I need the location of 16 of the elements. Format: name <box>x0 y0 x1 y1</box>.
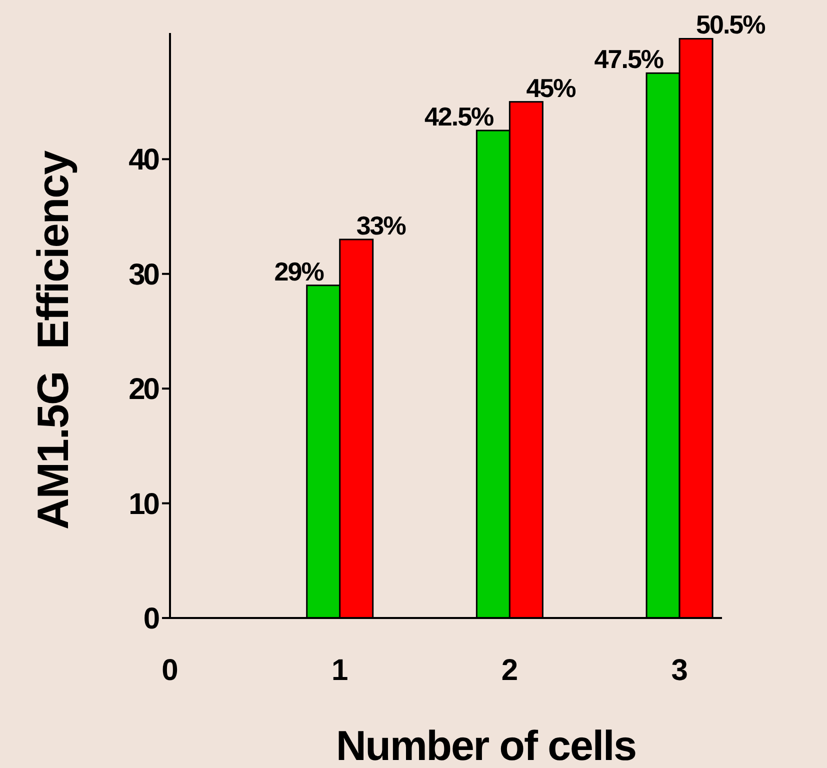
data-label: 42.5% <box>424 102 494 132</box>
x-tick-label: 2 <box>501 654 518 687</box>
data-label: 29% <box>274 256 324 286</box>
y-tick-label: 10 <box>128 488 160 521</box>
data-label: 33% <box>356 210 406 240</box>
y-tick-label: 40 <box>128 144 160 177</box>
y-tick-label: 20 <box>128 373 160 406</box>
data-label: 47.5% <box>594 44 664 74</box>
x-tick-label: 3 <box>671 654 688 687</box>
x-tick-label: 1 <box>332 654 348 687</box>
data-label: 50.5% <box>696 10 766 40</box>
y-tick-label: 30 <box>128 258 160 292</box>
data-label: 45% <box>526 72 576 103</box>
x-axis-title: Number of cells <box>336 722 636 768</box>
y-axis-title: AM1.5G Efficiency <box>29 150 78 530</box>
y-tick-label: 0 <box>143 602 160 636</box>
